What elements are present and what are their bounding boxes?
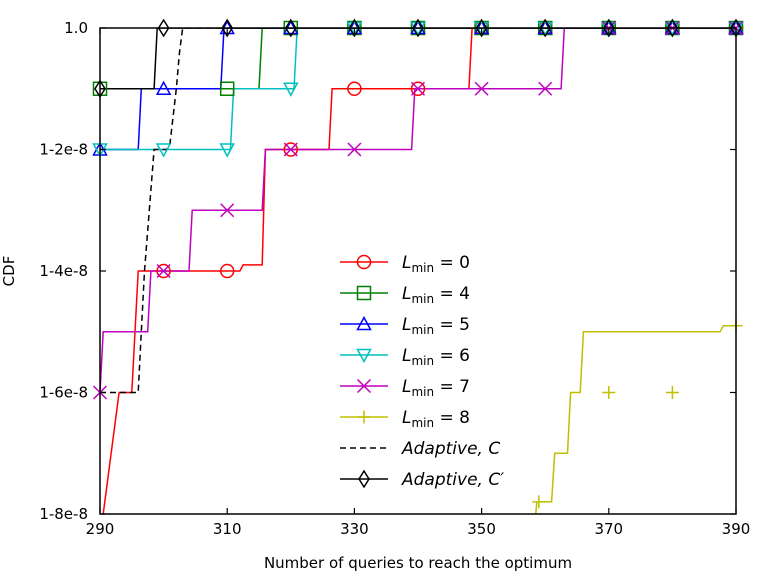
data-point-l-min-7-4-3 bbox=[283, 142, 298, 157]
data-point-l-min-0-0-4 bbox=[410, 81, 426, 96]
data-point-adaptive-c-7-8 bbox=[602, 18, 615, 38]
series-line-l-min-7-4 bbox=[100, 28, 736, 393]
y-tick-label-0: 1.0 bbox=[64, 19, 88, 37]
x-tick-label-4: 370 bbox=[594, 520, 623, 538]
legend-item-adaptive-c-6: Adaptive, C bbox=[340, 439, 500, 459]
legend-item-l-min-4-1: Lmin = 4 bbox=[340, 284, 470, 306]
data-point-adaptive-c-7-2 bbox=[221, 18, 234, 38]
data-point-adaptive-c-7-5 bbox=[412, 18, 424, 38]
legend-item-l-min-0-0: Lmin = 0 bbox=[340, 253, 470, 275]
data-point-adaptive-c-7-3 bbox=[284, 18, 297, 38]
x-tick-label-1: 310 bbox=[213, 520, 242, 538]
y-tick-label-1: 1-2e-8 bbox=[39, 141, 88, 159]
data-point-l-min-7-4-7 bbox=[538, 81, 553, 96]
data-point-adaptive-c-7-4 bbox=[348, 18, 361, 38]
data-point-l-min-7-4-2 bbox=[220, 203, 235, 218]
data-point-l-min-4-1-1 bbox=[219, 81, 235, 96]
series-line-l-min-6-3 bbox=[100, 28, 736, 151]
data-point-l-min-0-0-0 bbox=[156, 263, 171, 279]
data-point-adaptive-c-7-6 bbox=[475, 18, 488, 38]
legend-label-4: Lmin = 7 bbox=[402, 377, 470, 399]
series-line-adaptive-c-7 bbox=[100, 28, 736, 90]
data-point-l-min-7-4-6 bbox=[474, 81, 489, 96]
legend-item-l-min-8-5: Lmin = 8 bbox=[340, 408, 470, 430]
y-tick-label-4: 1-8e-8 bbox=[39, 505, 88, 523]
data-point-l-min-6-3-1 bbox=[155, 143, 172, 158]
legend-label-5: Lmin = 8 bbox=[402, 408, 470, 430]
legend-label-7: Adaptive, C′ bbox=[401, 470, 504, 490]
data-point-adaptive-c-7-7 bbox=[539, 18, 552, 38]
legend-item-l-min-5-2: Lmin = 5 bbox=[340, 315, 470, 337]
x-tick-label-0: 290 bbox=[86, 520, 115, 538]
legend-marker-7 bbox=[358, 469, 370, 489]
data-point-l-min-0-0-3 bbox=[347, 81, 362, 96]
data-point-l-min-6-3-3 bbox=[283, 82, 299, 97]
y-tick-label-3: 1-6e-8 bbox=[39, 384, 88, 402]
data-point-l-min-6-3-2 bbox=[219, 143, 235, 158]
data-point-l-min-0-0-1 bbox=[219, 263, 235, 279]
x-tick-label-2: 330 bbox=[340, 520, 369, 538]
legend-item-l-min-6-3: Lmin = 6 bbox=[340, 346, 470, 368]
data-point-l-min-7-4-4 bbox=[347, 142, 362, 157]
data-point-l-min-0-0-2 bbox=[283, 142, 299, 157]
legend-label-1: Lmin = 4 bbox=[402, 284, 470, 306]
data-point-l-min-7-4-5 bbox=[410, 81, 426, 96]
x-tick-label-3: 350 bbox=[467, 520, 496, 538]
series-line-l-min-8-5 bbox=[534, 324, 736, 514]
legend-marker-1 bbox=[356, 285, 372, 301]
y-axis-label: CDF bbox=[0, 256, 18, 287]
data-point-adaptive-c-7-1 bbox=[157, 18, 170, 38]
legend-marker-2 bbox=[356, 315, 372, 331]
legend-label-3: Lmin = 6 bbox=[402, 346, 470, 368]
legend-marker-4 bbox=[356, 378, 372, 394]
legend-label-2: Lmin = 5 bbox=[402, 315, 470, 337]
y-tick-label-2: 1-4e-8 bbox=[39, 262, 88, 280]
x-axis-label: Number of queries to reach the optimum bbox=[264, 554, 572, 572]
data-point-l-min-5-2-1 bbox=[155, 80, 172, 96]
legend-marker-5 bbox=[357, 410, 371, 424]
legend-marker-0 bbox=[356, 254, 372, 270]
legend-item-adaptive-c-7: Adaptive, C′ bbox=[340, 469, 504, 490]
data-point-l-min-8-5-2 bbox=[665, 386, 679, 399]
legend: Lmin = 0 Lmin = 4 Lmin = 5 Lmin = 6 Lmin = 7… bbox=[340, 253, 504, 490]
legend-item-l-min-7-4: Lmin = 7 bbox=[340, 377, 470, 399]
data-point-l-min-8-5-1 bbox=[602, 386, 616, 399]
x-tick-label-5: 390 bbox=[722, 520, 751, 538]
legend-marker-3 bbox=[356, 348, 372, 364]
legend-label-0: Lmin = 0 bbox=[402, 253, 470, 275]
legend-label-6: Adaptive, C bbox=[401, 439, 500, 459]
data-point-l-min-8-5-0 bbox=[532, 495, 546, 509]
data-point-adaptive-c-7-9 bbox=[666, 18, 679, 38]
data-point-l-min-7-4-1 bbox=[156, 263, 171, 279]
